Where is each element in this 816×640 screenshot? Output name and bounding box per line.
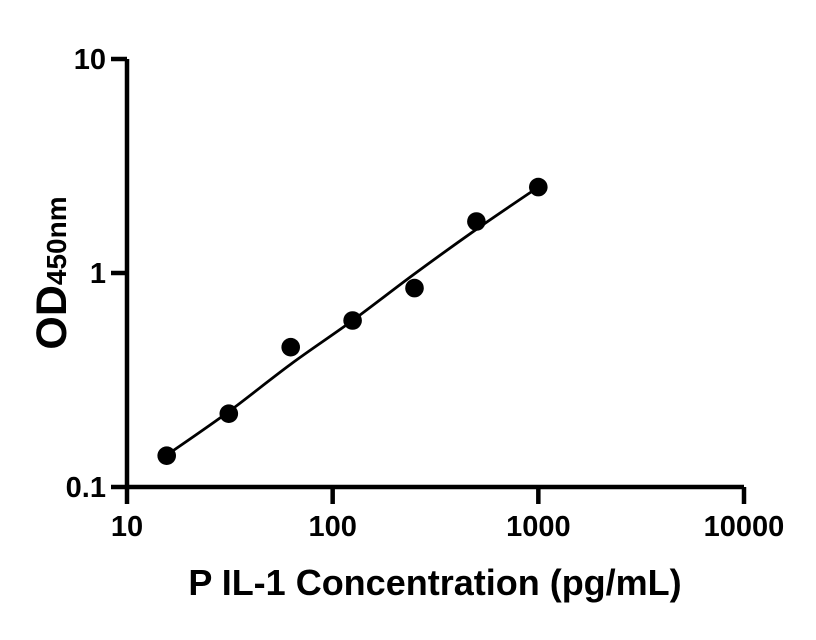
y-axis-title: OD450nm	[28, 163, 76, 383]
x-tick-label: 100	[308, 511, 356, 543]
data-point	[529, 177, 548, 197]
y-tick-label: 0.1	[66, 472, 106, 504]
data-point	[405, 278, 424, 298]
y-axis-title-main: OD	[28, 285, 76, 350]
data-point	[467, 212, 486, 231]
axis-spines	[124, 59, 744, 490]
data-point	[219, 404, 239, 424]
data-point	[157, 446, 176, 466]
x-tick-label: 10000	[704, 511, 785, 543]
x-tick-label: 1000	[506, 511, 571, 543]
y-axis-title-subscript: 450nm	[41, 196, 72, 286]
x-axis-title: P IL-1 Concentration (pg/mL)	[188, 562, 682, 603]
y-tick-label: 1	[90, 258, 106, 290]
x-tick-label: 10	[111, 511, 143, 543]
axes-layer: 0.1 1 10 10 100 1000 10000	[66, 44, 785, 543]
y-tick-label: 10	[74, 44, 106, 76]
data-points-layer	[157, 177, 548, 466]
data-point	[281, 337, 301, 357]
data-point	[343, 311, 362, 330]
